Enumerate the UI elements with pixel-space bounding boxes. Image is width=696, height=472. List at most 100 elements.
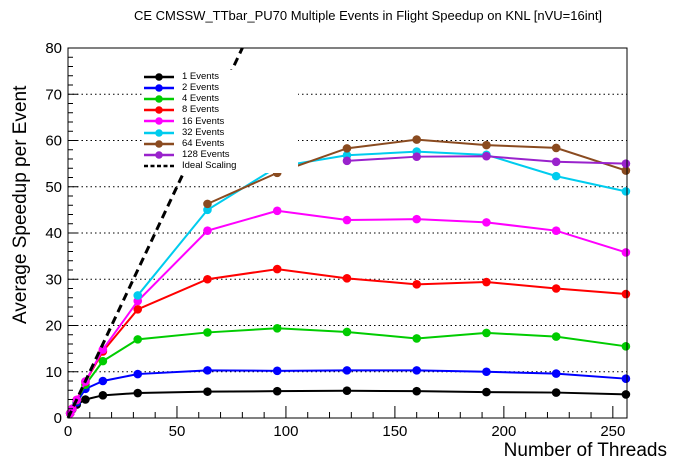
- legend-marker: [155, 151, 163, 159]
- marker-16-events: [272, 206, 282, 216]
- legend-swatch: [144, 83, 174, 92]
- marker-4-events: [551, 332, 561, 341]
- legend-label: 128 Events: [182, 149, 230, 161]
- marker-32-events: [203, 205, 212, 215]
- legend-swatch: [144, 128, 174, 137]
- marker-16-events: [412, 214, 421, 224]
- marker-64-events: [551, 143, 561, 153]
- legend-swatch: [144, 164, 174, 168]
- marker-4-events: [412, 334, 421, 343]
- marker-128-events: [621, 159, 631, 168]
- marker-16-events: [482, 218, 491, 227]
- legend-label: 8 Events: [182, 104, 219, 116]
- marker-8-events: [412, 280, 421, 289]
- marker-32-events: [133, 291, 143, 300]
- marker-128-events: [342, 156, 352, 166]
- y-axis-title: Average Speedup per Event: [10, 85, 31, 324]
- marker-8-events: [203, 274, 212, 284]
- x-tick-label-200: 200: [491, 423, 516, 440]
- legend-label: 4 Events: [182, 93, 219, 105]
- marker-4-events: [133, 335, 143, 344]
- marker-16-events: [342, 215, 352, 225]
- legend-marker: [155, 72, 163, 81]
- legend-swatch: [144, 72, 174, 81]
- y-tick-label-40: 40: [45, 225, 62, 242]
- marker-2-events: [203, 366, 212, 375]
- legend-marker: [155, 95, 163, 103]
- x-tick-label-250: 250: [600, 423, 625, 440]
- legend-item-4-events: 4 Events: [142, 93, 298, 104]
- marker-128-events: [482, 151, 491, 161]
- x-axis-title: Number of Threads: [503, 440, 667, 461]
- marker-2-events: [412, 366, 421, 375]
- marker-4-events: [342, 327, 352, 337]
- marker-2-events: [272, 366, 282, 376]
- legend-marker: [155, 117, 163, 126]
- marker-32-events: [551, 171, 561, 181]
- marker-8-events: [133, 305, 143, 314]
- marker-64-events: [621, 166, 631, 175]
- y-tick-label-70: 70: [45, 86, 62, 103]
- marker-1-events: [81, 395, 90, 404]
- marker-64-events: [482, 140, 491, 150]
- x-tick-label-100: 100: [273, 423, 298, 440]
- legend-item-16-events: 16 Events: [142, 116, 298, 127]
- legend: 1 Events 2 Events 4 Events 8 Events 16 Event…: [142, 70, 298, 173]
- x-tick-label-0: 0: [64, 423, 72, 440]
- marker-1-events: [272, 386, 282, 396]
- marker-8-events: [342, 274, 352, 283]
- y-tick-label-20: 20: [45, 318, 62, 335]
- series-line-16-events: [69, 209, 627, 414]
- marker-2-events: [133, 369, 143, 379]
- marker-1-events: [342, 386, 352, 396]
- legend-swatch: [144, 106, 174, 114]
- legend-label: 16 Events: [182, 115, 225, 127]
- marker-1-events: [621, 390, 631, 399]
- legend-swatch: [144, 95, 174, 103]
- marker-2-events: [342, 366, 352, 375]
- legend-label: 1 Events: [182, 70, 219, 82]
- marker-16-events: [203, 226, 212, 235]
- y-tick-label-60: 60: [45, 133, 62, 150]
- legend-label: 32 Events: [182, 126, 225, 138]
- marker-8-events: [272, 264, 282, 274]
- marker-2-events: [482, 367, 491, 377]
- legend-marker: [155, 128, 163, 137]
- marker-8-events: [621, 289, 631, 299]
- y-tick-label-80: 80: [45, 40, 62, 57]
- marker-16-events: [621, 248, 631, 257]
- y-tick-label-10: 10: [45, 364, 62, 381]
- y-tick-label-30: 30: [45, 271, 62, 288]
- marker-2-events: [98, 376, 108, 386]
- marker-1-events: [133, 388, 143, 398]
- legend-item-8-events: 8 Events: [142, 105, 298, 116]
- marker-16-events: [551, 226, 561, 235]
- marker-4-events: [203, 328, 212, 337]
- marker-1-events: [203, 387, 212, 396]
- legend-item-2-events: 2 Events: [142, 82, 298, 93]
- y-tick-label-0: 0: [54, 410, 62, 427]
- legend-item-128-events: 128 Events: [142, 149, 298, 160]
- legend-swatch: [144, 139, 174, 148]
- marker-8-events: [482, 277, 491, 287]
- marker-1-events: [412, 386, 421, 396]
- marker-1-events: [551, 388, 561, 397]
- marker-128-events: [551, 157, 561, 167]
- legend-marker: [155, 106, 163, 114]
- marker-32-events: [621, 187, 631, 196]
- marker-64-events: [203, 199, 212, 209]
- marker-1-events: [482, 387, 491, 397]
- marker-64-events: [412, 135, 421, 144]
- legend-label: 2 Events: [182, 82, 219, 94]
- marker-4-events: [98, 356, 108, 366]
- marker-2-events: [551, 369, 561, 378]
- marker-4-events: [621, 342, 631, 351]
- legend-swatch: [144, 117, 174, 126]
- legend-item-32-events: 32 Events: [142, 127, 298, 138]
- marker-8-events: [551, 284, 561, 293]
- legend-marker: [155, 139, 163, 148]
- marker-128-events: [412, 152, 421, 161]
- chart-title: CE CMSSW_TTbar_PU70 Multiple Events in F…: [133, 8, 603, 23]
- marker-4-events: [272, 323, 282, 333]
